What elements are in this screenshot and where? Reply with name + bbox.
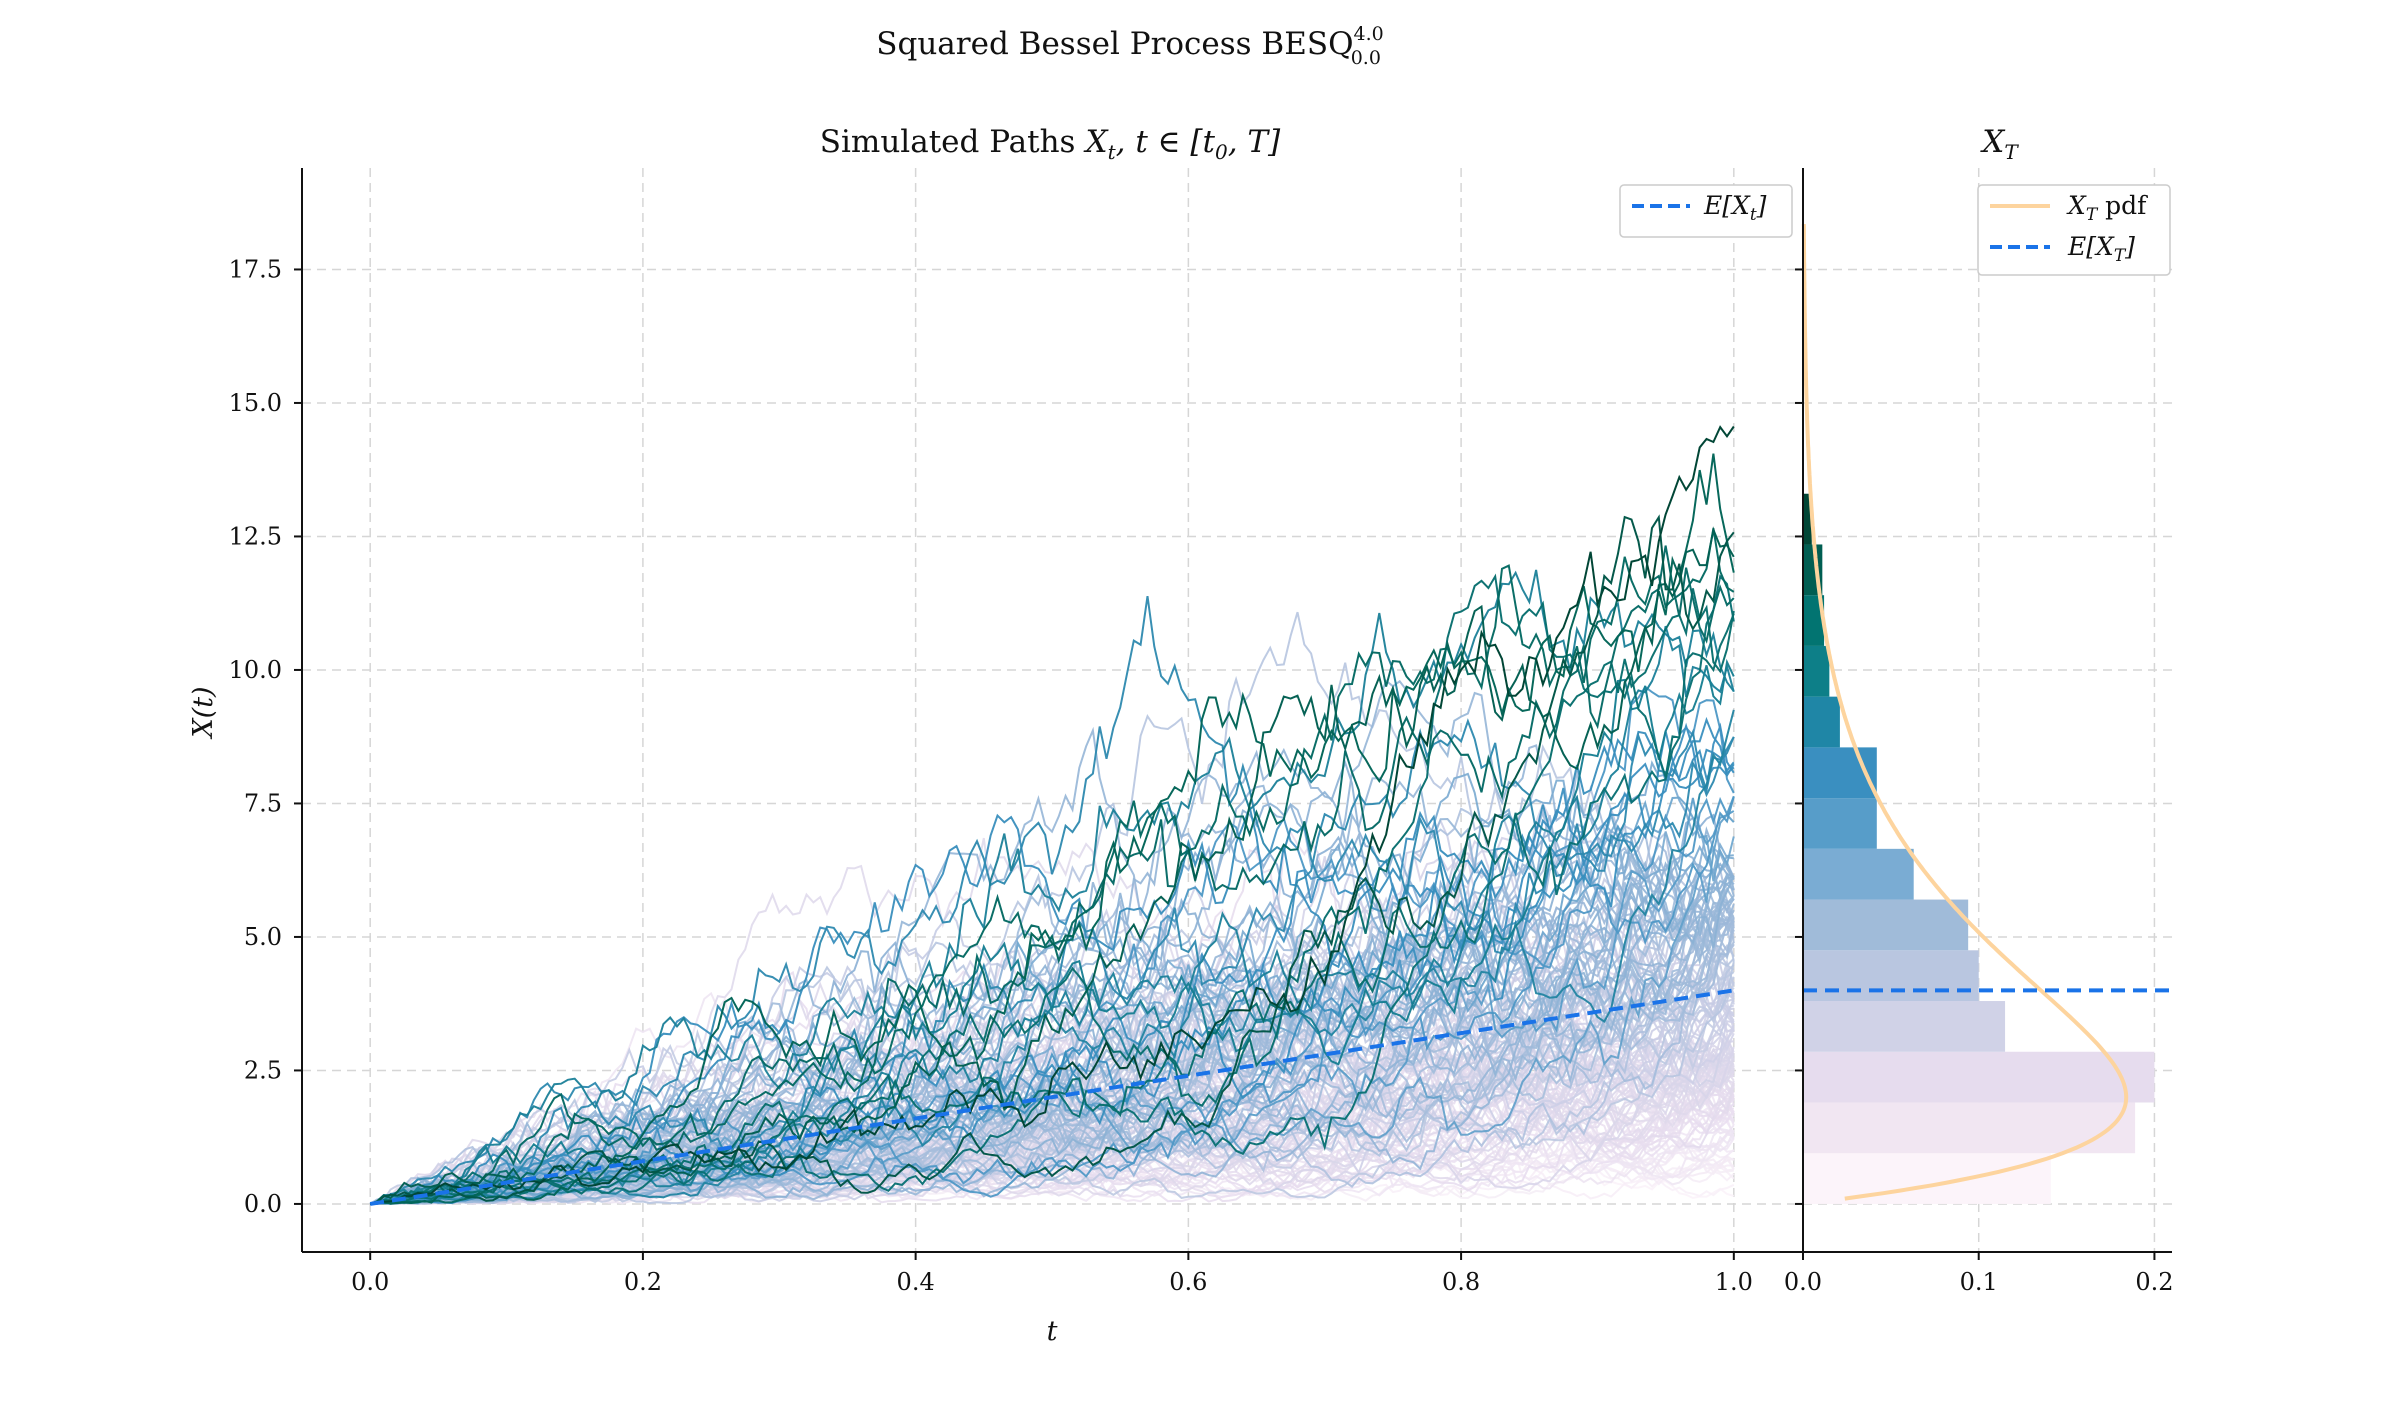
paths-panel-title: Simulated Paths Xt, t ∈ [t0, T] [820, 124, 1281, 164]
histogram-bar [1803, 1153, 2051, 1204]
histogram-panel-title: XT [1980, 124, 2019, 164]
histogram-panel: XT 0.0 0.1 0.2 XT pdf E[XT] [1784, 124, 2174, 1296]
simulated-path-line [369, 611, 1735, 1205]
histogram-bar [1803, 899, 1969, 951]
histogram-legend-mean-end: ] [2124, 232, 2135, 261]
histogram-title-text: X [1980, 124, 2006, 160]
paths-legend-mean-sub: t [1750, 205, 1757, 225]
paths-axes: 0.0 0.2 0.4 0.6 0.8 1.0 0.0 2.5 5.0 7.5 10.0 12.5 15… [229, 168, 1802, 1296]
paths-y-tick-label: 7.5 [244, 789, 282, 817]
simulated-path-line [370, 528, 1735, 1205]
histogram-legend-mean-sub: T [2114, 246, 2127, 266]
simulated-path-line [370, 658, 1735, 1205]
simulated-path-line [369, 526, 1735, 1205]
mean-series [369, 988, 1735, 1206]
paths-x-tick-label: 0.6 [1169, 1268, 1207, 1296]
histogram-legend-pdf-sub: T [2086, 205, 2099, 225]
paths-legend-box [1619, 184, 1793, 238]
simulated-path-line [370, 914, 1735, 1205]
histogram-bars [1803, 493, 2155, 1204]
simulated-path-line [369, 868, 1735, 1205]
simulated-path-line [369, 718, 1735, 1205]
simulated-path-line [370, 595, 1735, 1205]
histogram-legend-mean-label: E[XT] [2067, 232, 2135, 266]
figure-suptitle: Squared Bessel Process BESQ4.0 0.0 [876, 23, 1383, 69]
histogram-axes: 0.0 0.1 0.2 [1784, 168, 2174, 1296]
histogram-bar [1803, 798, 1877, 849]
pdf-series [1801, 224, 2129, 1201]
paths-x-tick-label: 0.4 [897, 1268, 935, 1296]
suptitle-subscript: 0.0 [1351, 47, 1381, 69]
suptitle-superscript: 4.0 [1354, 23, 1384, 45]
histogram-legend: XT pdf E[XT] [1977, 184, 2171, 276]
paths-y-tick-label: 2.5 [244, 1056, 282, 1084]
paths-title-math-sub2: 0 [1215, 140, 1228, 164]
histogram-x-tick-label: 0.0 [1784, 1268, 1822, 1296]
pdf-curve [1801, 224, 2129, 1201]
paths-title-math-end: , T] [1228, 124, 1281, 160]
histogram-bar [1803, 950, 1979, 1002]
paths-panel: Simulated Paths Xt, t ∈ [t0, T] 0.0 0.2 0.4… [188, 124, 1802, 1347]
paths-legend: E[Xt] [1619, 184, 1793, 238]
histogram-legend-pdf-label: XT pdf [2066, 191, 2148, 225]
simulated-path-line [370, 425, 1735, 1205]
simulated-path-line [370, 545, 1735, 1205]
simulated-path-line [370, 909, 1735, 1205]
simulated-path-line [370, 573, 1735, 1205]
histogram-bar [1803, 848, 1914, 900]
histogram-bar [1803, 1051, 2155, 1103]
paths-y-tick-label: 0.0 [244, 1190, 282, 1218]
paths-x-tick-label: 0.8 [1442, 1268, 1480, 1296]
histogram-bar [1803, 493, 1812, 545]
histogram-title-sub: T [2004, 140, 2019, 164]
suptitle-text: Squared Bessel Process BESQ [876, 26, 1353, 62]
histogram-bar [1803, 645, 1830, 697]
paths-y-tick-label: 5.0 [244, 923, 282, 951]
histogram-bar [1803, 595, 1825, 646]
paths-title-text: Simulated Paths [820, 124, 1076, 160]
paths-title-math: X [1083, 124, 1109, 160]
simulated-path-line [369, 569, 1735, 1205]
histogram-legend-pdf-end: pdf [2097, 191, 2148, 220]
simulated-paths [369, 425, 1735, 1205]
histogram-legend-pdf-main: X [2066, 191, 2087, 220]
paths-y-tick-label: 15.0 [229, 389, 282, 417]
paths-x-tick-label: 1.0 [1715, 1268, 1753, 1296]
simulated-path-line [369, 514, 1735, 1205]
simulated-path-line [369, 875, 1735, 1205]
paths-title-math-rest: , t ∈ [t [1116, 124, 1216, 160]
mean-line [369, 988, 1735, 1206]
simulated-path-line [369, 814, 1735, 1205]
simulated-path-line [369, 679, 1735, 1205]
histogram-bar [1803, 696, 1840, 748]
histogram-x-tick-label: 0.1 [1960, 1268, 1998, 1296]
paths-legend-mean-end: ] [1756, 191, 1767, 220]
paths-legend-mean-main: E[X [1703, 191, 1751, 220]
paths-y-tick-label: 12.5 [229, 522, 282, 550]
simulated-path-line [370, 588, 1735, 1205]
paths-legend-mean-label: E[Xt] [1703, 191, 1767, 225]
paths-y-tick-label: 17.5 [229, 255, 282, 283]
histogram-bar [1803, 1001, 2006, 1052]
histogram-legend-mean-main: E[X [2067, 232, 2115, 261]
histogram-x-tick-label: 0.2 [2135, 1268, 2173, 1296]
simulated-path-line [369, 685, 1735, 1205]
paths-x-tick-label: 0.0 [351, 1268, 389, 1296]
paths-title-math-sub: t [1108, 140, 1117, 164]
paths-x-axis-label: t [1047, 1316, 1058, 1347]
paths-x-tick-label: 0.2 [624, 1268, 662, 1296]
paths-y-tick-label: 10.0 [229, 656, 282, 684]
paths-y-axis-label: X(t) [188, 686, 219, 739]
